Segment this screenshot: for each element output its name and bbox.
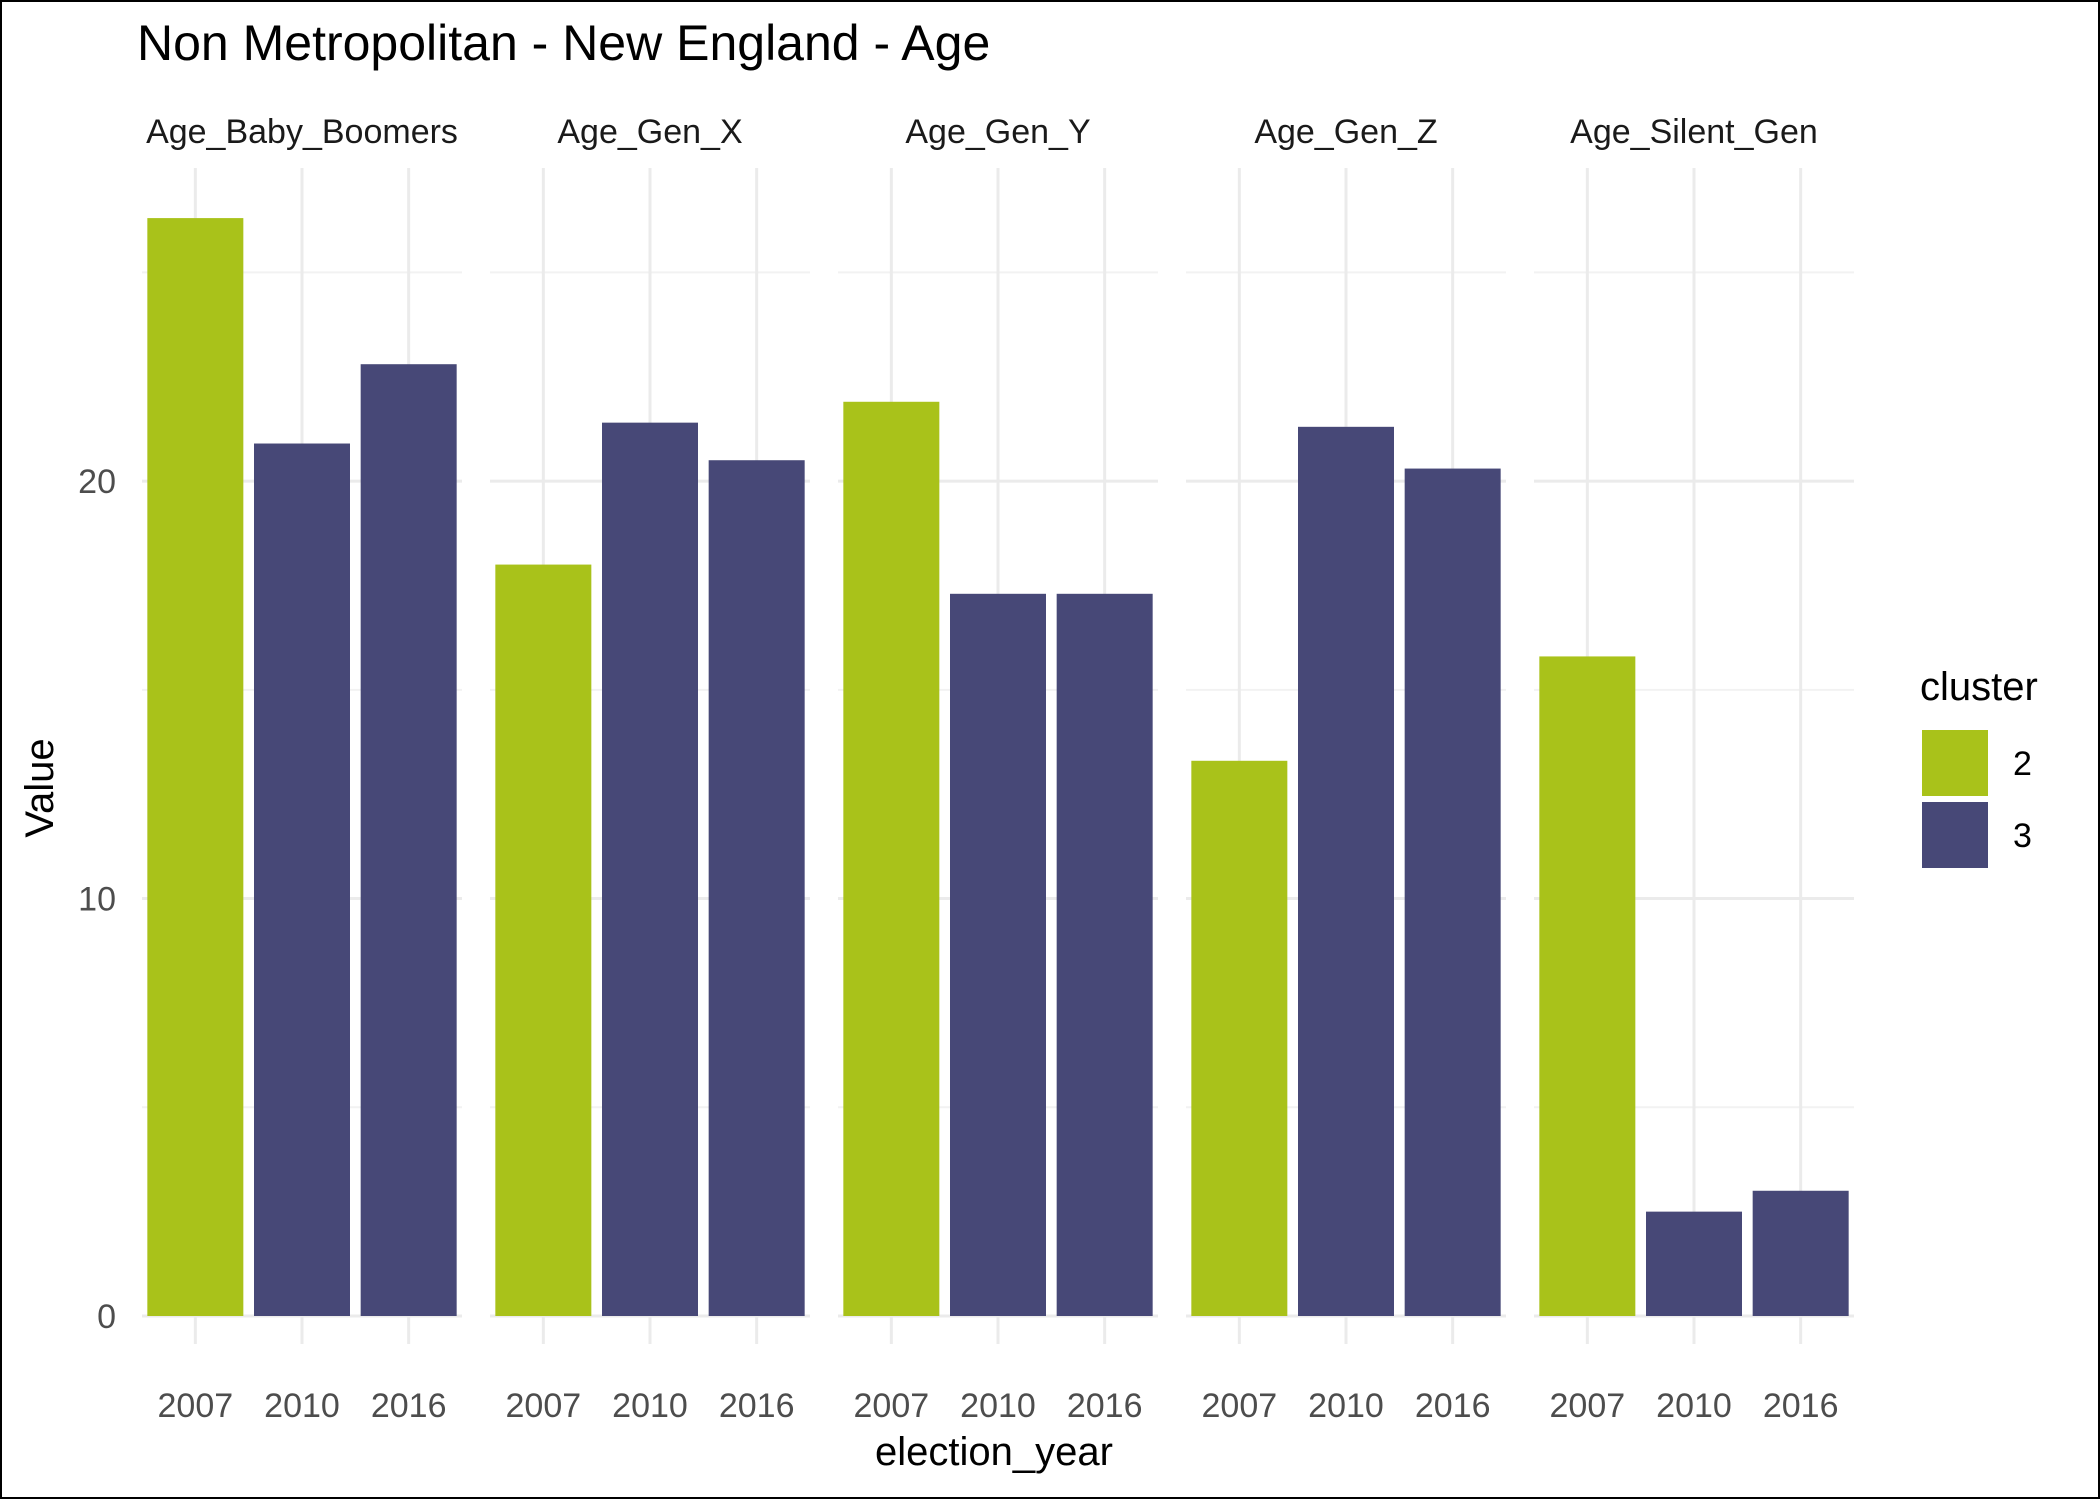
x-tick-label: 2016 — [719, 1387, 795, 1425]
x-tick-label: 2007 — [1550, 1387, 1626, 1425]
x-tick-label: 2007 — [158, 1387, 234, 1425]
x-tick-label: 2007 — [1202, 1387, 1278, 1425]
x-axis-title: election_year — [875, 1430, 1113, 1474]
facet-strip-label: Age_Gen_X — [557, 113, 742, 151]
legend: cluster 2 3 — [1920, 665, 2038, 868]
x-tick-label: 2007 — [854, 1387, 930, 1425]
bar — [708, 460, 805, 1317]
bar — [1646, 1211, 1742, 1316]
x-tick-label: 2010 — [1656, 1387, 1732, 1425]
legend-label: 2 — [2013, 745, 2032, 783]
bar — [1539, 656, 1636, 1316]
bar — [1056, 593, 1153, 1316]
x-tick-label: 2010 — [960, 1387, 1036, 1425]
bar — [495, 564, 592, 1316]
legend-label: 3 — [2013, 817, 2032, 855]
x-tick-label: 2007 — [506, 1387, 582, 1425]
bar — [254, 443, 350, 1316]
facet-strip-label: Age_Baby_Boomers — [146, 113, 458, 151]
legend-swatch — [1922, 802, 1988, 868]
bar — [360, 364, 457, 1317]
x-tick-label: 2010 — [264, 1387, 340, 1425]
x-tick-label: 2010 — [612, 1387, 688, 1425]
facet-strip-label: Age_Gen_Z — [1254, 113, 1437, 151]
chart-title: Non Metropolitan - New England - Age — [137, 15, 990, 71]
bar — [602, 422, 698, 1316]
x-tick-label: 2016 — [1067, 1387, 1143, 1425]
x-tick-label: 2010 — [1308, 1387, 1384, 1425]
y-axis-title: Value — [18, 738, 62, 837]
bar — [950, 593, 1046, 1316]
bar — [1298, 426, 1394, 1317]
legend-swatch — [1922, 730, 1988, 796]
bar — [147, 218, 244, 1317]
y-tick-label: 20 — [78, 463, 116, 501]
facet-strip-label: Age_Gen_Y — [905, 113, 1090, 151]
x-tick-label: 2016 — [1763, 1387, 1839, 1425]
bar — [1191, 760, 1288, 1316]
legend-title: cluster — [1920, 665, 2038, 709]
y-tick-label: 10 — [78, 881, 116, 919]
bar — [1752, 1190, 1849, 1316]
bar — [1404, 468, 1501, 1316]
y-tick-label: 0 — [97, 1298, 116, 1336]
bars-layer — [147, 218, 1849, 1317]
x-tick-label: 2016 — [371, 1387, 447, 1425]
facet-strip-label: Age_Silent_Gen — [1570, 113, 1818, 151]
x-tick-label: 2016 — [1415, 1387, 1491, 1425]
bar — [843, 401, 940, 1316]
